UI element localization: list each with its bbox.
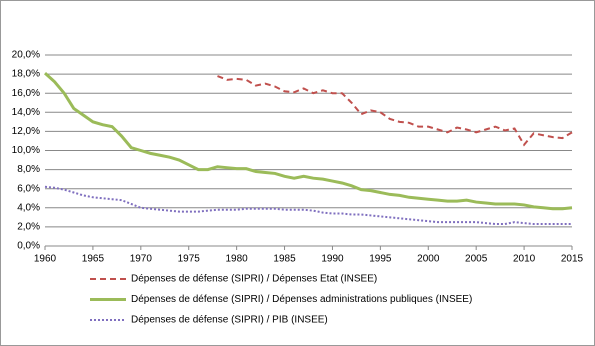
- x-tick-label: 1975: [178, 254, 201, 265]
- legend-label: Dépenses de défense (SIPRI) / Dépenses E…: [131, 274, 377, 285]
- x-tick-label: 2015: [561, 254, 584, 265]
- y-tick-label: 8,0%: [17, 164, 40, 175]
- y-tick-label: 0,0%: [17, 241, 40, 252]
- y-tick-label: 12,0%: [12, 126, 40, 137]
- legend-label: Dépenses de défense (SIPRI) / Dépenses a…: [131, 294, 472, 305]
- y-tick-label: 6,0%: [17, 183, 40, 194]
- x-tick-label: 1990: [321, 254, 344, 265]
- x-tick-label: 2010: [513, 254, 536, 265]
- series-line: [217, 75, 573, 147]
- legend-label: Dépenses de défense (SIPRI) / PIB (INSEE…: [131, 315, 328, 326]
- y-tick-label: 2,0%: [17, 222, 40, 233]
- series-line: [43, 72, 573, 211]
- y-tick-label: 16,0%: [12, 88, 40, 99]
- x-tick-label: 1985: [273, 254, 296, 265]
- y-tick-label: 4,0%: [17, 202, 40, 213]
- x-tick-label: 1970: [130, 254, 153, 265]
- y-tick-label: 18,0%: [12, 69, 40, 80]
- y-tick-label: 20,0%: [12, 50, 40, 61]
- x-tick-label: 2000: [417, 254, 440, 265]
- y-tick-label: 10,0%: [12, 145, 40, 156]
- x-tick-label: 1960: [34, 254, 57, 265]
- x-tick-label: 1995: [369, 254, 392, 265]
- x-tick-label: 1965: [82, 254, 105, 265]
- x-tick-label: 2005: [465, 254, 488, 265]
- y-tick-label: 14,0%: [12, 107, 40, 118]
- x-tick-label: 1980: [226, 254, 249, 265]
